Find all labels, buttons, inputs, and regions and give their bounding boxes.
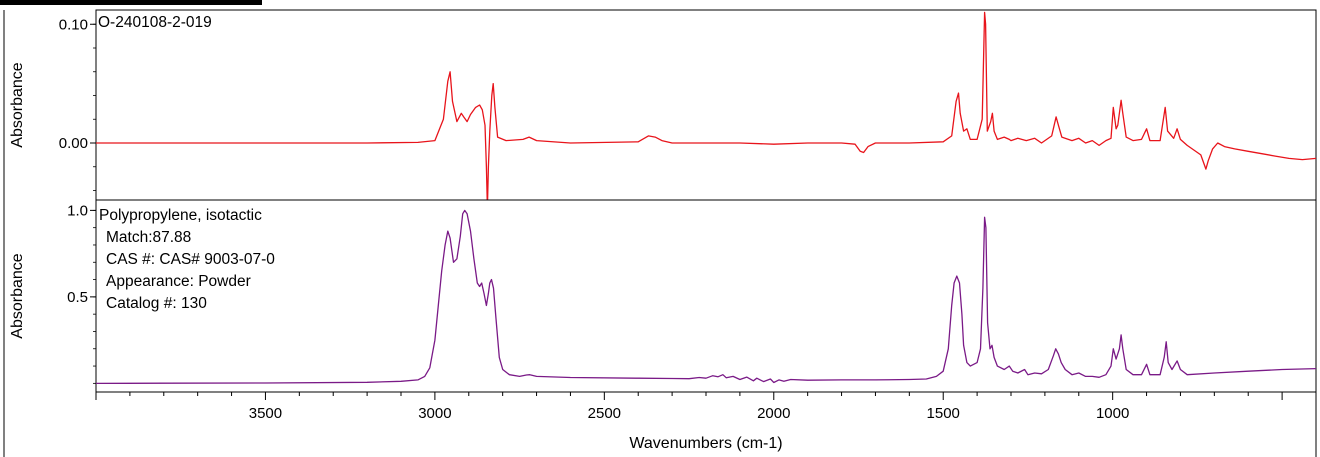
y-tick-label: 1.0 xyxy=(67,202,88,219)
spectrum-line xyxy=(96,11,1316,200)
y-tick-label: 0.10 xyxy=(59,16,88,33)
x-tick-label: 1000 xyxy=(1096,405,1129,422)
panel-frame xyxy=(95,199,1317,393)
x-axis: 3500 3000 2500 2000 1500 1000 xyxy=(3,10,1317,457)
y-tick-label: 0.5 xyxy=(67,289,88,306)
panel-frame xyxy=(95,9,1317,201)
panel-annotation-title: Polypropylene, isotactic xyxy=(99,207,262,224)
panel-annotation-title: O-240108-2-019 xyxy=(98,14,212,31)
panel-annotation: Appearance: Powder xyxy=(106,273,251,290)
y-tick-label: 0.00 xyxy=(59,135,88,152)
y-axis-title: Absorbance xyxy=(9,253,26,338)
y-axis-title: Absorbance xyxy=(9,62,26,147)
x-tick-label: 2000 xyxy=(757,405,790,422)
top-black-bar xyxy=(0,0,262,5)
panel-annotation: Match:87.88 xyxy=(106,229,191,246)
panel-annotation: Catalog #: 130 xyxy=(106,295,207,312)
x-tick-label: 3000 xyxy=(418,405,451,422)
x-tick-label: 2500 xyxy=(588,405,621,422)
spectrum-line xyxy=(96,209,1316,385)
top-panel: 0.10 0.00 Absorbance O-240108-2-019 xyxy=(9,9,1317,201)
x-tick-label: 3500 xyxy=(249,405,282,422)
x-tick-label: 1500 xyxy=(927,405,960,422)
panel-annotation: CAS #: CAS# 9003-07-0 xyxy=(106,251,275,268)
bottom-panel: 1.0 0.5 Absorbance Polypropylene, isotactic… xyxy=(9,199,1317,393)
x-axis-title: Wavenumbers (cm-1) xyxy=(629,435,782,452)
